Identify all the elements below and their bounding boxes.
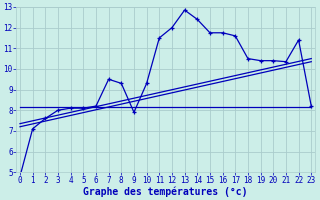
X-axis label: Graphe des températures (°c): Graphe des températures (°c) [84,186,248,197]
